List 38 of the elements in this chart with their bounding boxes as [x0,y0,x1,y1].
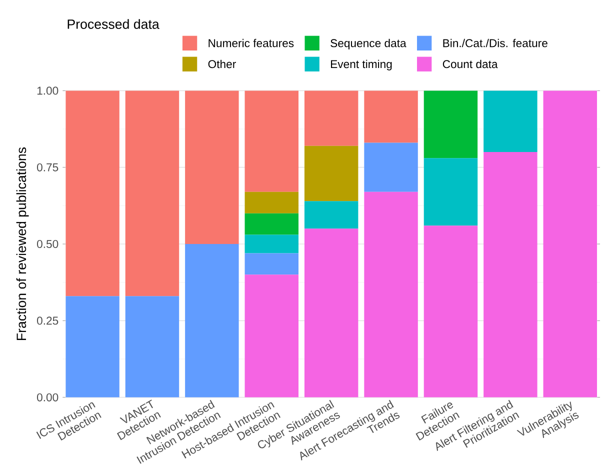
bar [484,90,538,152]
legend-label: Numeric features [208,38,294,48]
bar [364,142,418,192]
bar [244,192,298,214]
bar [304,146,358,202]
bar [244,274,298,398]
y-tick-label: 0.50 [37,240,58,248]
bar [125,296,180,398]
bar [66,90,120,296]
bar [424,226,478,398]
bar [304,90,358,146]
bar [304,228,358,398]
bar [424,90,478,158]
bar [543,90,598,398]
bar [364,192,418,398]
bar [125,90,180,296]
legend-label: Bin./Cat./Dis. feature [443,38,548,48]
legend-label: Sequence data [330,38,406,50]
bar [66,296,120,398]
y-tick-label: 1.00 [37,86,58,95]
bar [244,234,298,254]
bar [364,90,418,143]
legend-title: Processed data [68,19,160,29]
y-tick-label: 0.25 [37,316,58,325]
bar [244,253,298,275]
bar [484,152,538,398]
legend-label: Count data [442,60,498,68]
bar [244,213,298,235]
bar [304,201,358,229]
bar [424,158,478,226]
y-tick-label: 0.00 [37,393,58,402]
legend-label: Event timing [331,60,392,70]
y-axis-title: Fraction of reviewed publications [16,147,29,340]
legend-label: Other [208,60,236,68]
bar [244,90,298,192]
bar [185,90,239,244]
bar [185,244,239,398]
y-tick-label: 0.75 [37,163,58,172]
